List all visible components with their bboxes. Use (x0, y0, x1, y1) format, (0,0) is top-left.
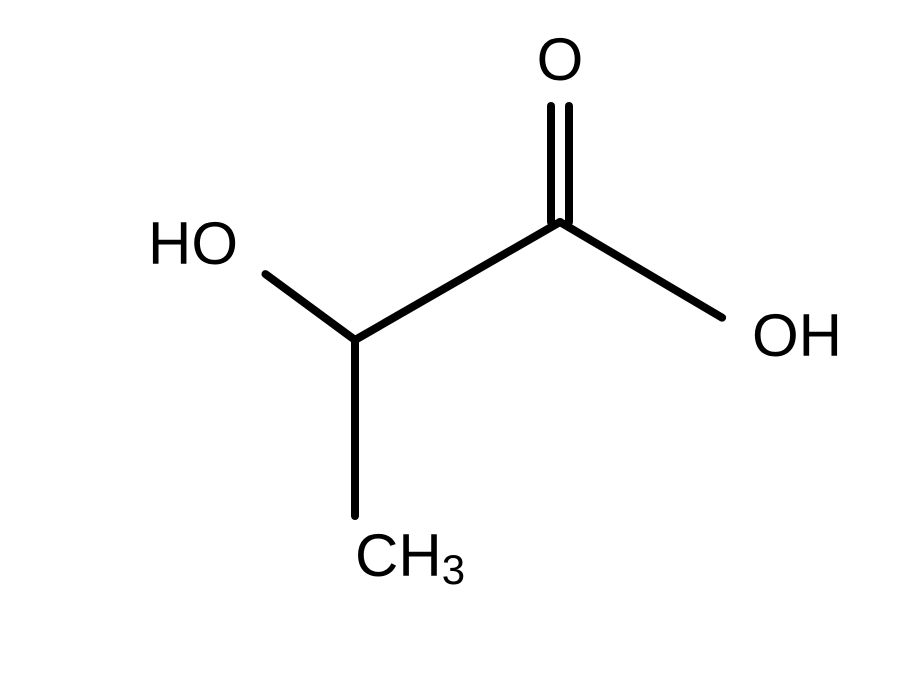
bond (265, 274, 355, 340)
molecule-diagram: O OH HO CH3 (0, 0, 917, 682)
atom-label-o_dbl: O (537, 26, 584, 93)
atom-label-ch3: CH3 (355, 522, 465, 593)
bond (560, 222, 722, 318)
atom-label-oh_l: HO (148, 210, 238, 277)
bond (355, 222, 560, 340)
atom-label-oh_r: OH (752, 302, 842, 369)
